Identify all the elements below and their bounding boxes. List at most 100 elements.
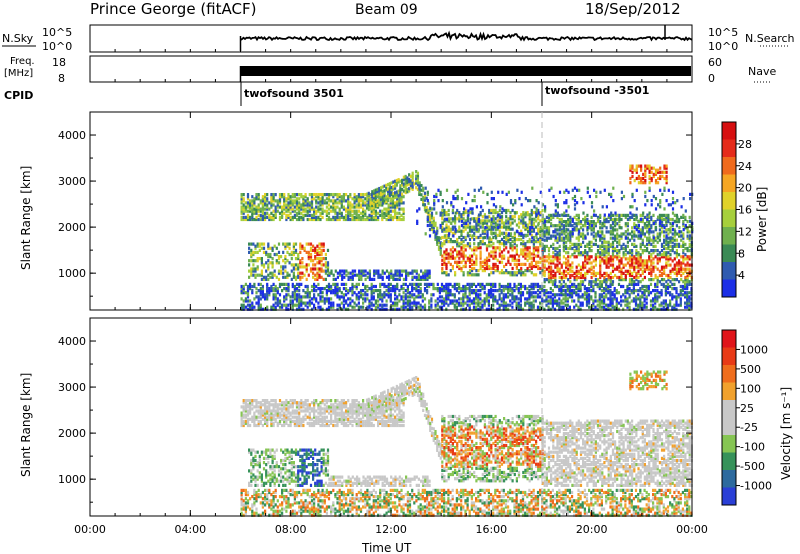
heatmap-cell xyxy=(454,230,457,234)
heatmap-cell xyxy=(609,289,612,293)
heatmap-cell xyxy=(641,303,644,307)
heatmap-cell xyxy=(413,293,416,297)
heatmap-cell xyxy=(255,295,258,299)
heatmap-cell xyxy=(297,273,300,277)
heatmap-cell xyxy=(594,293,597,297)
heatmap-cell xyxy=(351,197,354,201)
heatmap-cell xyxy=(381,303,384,307)
heatmap-cell xyxy=(317,305,320,309)
heatmap-cell xyxy=(390,273,393,277)
heatmap-cell xyxy=(505,271,508,275)
heatmap-cell xyxy=(526,248,529,252)
heatmap-cell xyxy=(283,203,286,207)
heatmap-cell xyxy=(258,257,261,261)
heatmap-cell xyxy=(462,252,465,256)
heatmap-cell xyxy=(566,299,569,303)
heatmap-cell xyxy=(349,211,352,215)
heatmap-cell xyxy=(276,201,279,205)
heatmap-cell xyxy=(458,215,461,219)
heatmap-cell xyxy=(573,284,576,289)
heatmap-cell xyxy=(286,250,289,254)
heatmap-cell xyxy=(648,215,651,219)
heatmap-cell xyxy=(596,255,600,259)
heatmap-cell xyxy=(581,301,584,305)
heatmap-cell xyxy=(358,271,361,275)
heatmap-cell xyxy=(271,263,274,267)
heatmap-cell xyxy=(443,208,446,213)
heatmap-cell xyxy=(379,195,383,199)
heatmap-cell xyxy=(660,282,663,286)
heatmap-cell xyxy=(545,230,548,234)
heatmap-cell xyxy=(394,307,397,311)
heatmap-cell xyxy=(267,244,270,248)
heatmap-cell xyxy=(411,187,414,191)
heatmap-cell xyxy=(571,291,574,295)
heatmap-cell xyxy=(503,271,506,275)
heatmap-cell xyxy=(305,250,308,254)
heatmap-cell xyxy=(579,273,583,278)
heatmap-cell xyxy=(405,269,408,273)
heatmap-cell xyxy=(550,255,553,259)
heatmap-cell xyxy=(605,295,608,299)
heatmap-cell xyxy=(547,271,551,275)
heatmap-cell xyxy=(307,273,310,277)
heatmap-cell xyxy=(301,271,304,275)
heatmap-cell xyxy=(658,269,661,273)
heatmap-cell xyxy=(513,273,516,277)
heatmap-cell xyxy=(387,211,390,215)
heatmap-cell xyxy=(447,240,450,244)
heatmap-cell xyxy=(433,230,436,234)
heatmap-cell xyxy=(660,301,663,305)
heatmap-cell xyxy=(306,205,309,209)
heatmap-cell xyxy=(526,240,529,244)
heatmap-cell xyxy=(609,244,612,248)
heatmap-cell xyxy=(381,295,384,299)
heatmap-cell xyxy=(251,284,254,289)
heatmap-cell xyxy=(371,190,374,194)
heatmap-cell xyxy=(620,261,623,265)
heatmap-cell xyxy=(660,222,664,226)
heatmap-cell xyxy=(456,217,459,221)
heatmap-cell xyxy=(276,205,279,209)
heatmap-cell xyxy=(575,236,578,240)
heatmap-cell xyxy=(663,246,666,251)
heatmap-cell xyxy=(302,209,305,213)
heatmap-cell xyxy=(554,228,557,232)
heatmap-cell xyxy=(665,181,668,185)
heatmap-cell xyxy=(547,273,551,278)
heatmap-cell xyxy=(639,297,642,301)
heatmap-cell xyxy=(325,193,328,197)
heatmap-cell xyxy=(259,209,262,213)
heatmap-cell xyxy=(536,305,540,309)
heatmap-cell xyxy=(394,193,397,197)
heatmap-cell xyxy=(251,209,254,213)
heatmap-cell xyxy=(462,240,465,244)
heatmap-cell xyxy=(388,186,391,190)
heatmap-cell xyxy=(517,282,520,286)
heatmap-cell xyxy=(594,280,597,284)
heatmap-cell xyxy=(682,224,685,228)
heatmap-cell xyxy=(367,203,370,207)
heatmap-cell xyxy=(500,297,503,301)
heatmap-cell xyxy=(564,297,567,301)
heatmap-cell xyxy=(379,209,382,213)
heatmap-cell xyxy=(588,280,591,284)
heatmap-cell xyxy=(585,291,589,295)
heatmap-cell xyxy=(345,289,348,293)
heatmap-cell xyxy=(447,254,450,258)
heatmap-cell xyxy=(660,244,664,248)
heatmap-cell xyxy=(637,236,640,240)
heatmap-cell xyxy=(258,273,261,277)
heatmap-cell xyxy=(511,295,514,299)
heatmap-cell xyxy=(631,263,634,267)
heatmap-cell xyxy=(543,255,546,259)
heatmap-cell xyxy=(524,301,527,305)
heatmap-cell xyxy=(379,295,382,299)
heatmap-cell xyxy=(293,195,296,199)
heatmap-cell xyxy=(537,237,540,242)
heatmap-cell xyxy=(291,215,294,219)
heatmap-cell xyxy=(594,278,597,282)
heatmap-cell xyxy=(366,195,369,199)
heatmap-cell xyxy=(327,217,331,222)
heatmap-cell xyxy=(658,251,661,255)
